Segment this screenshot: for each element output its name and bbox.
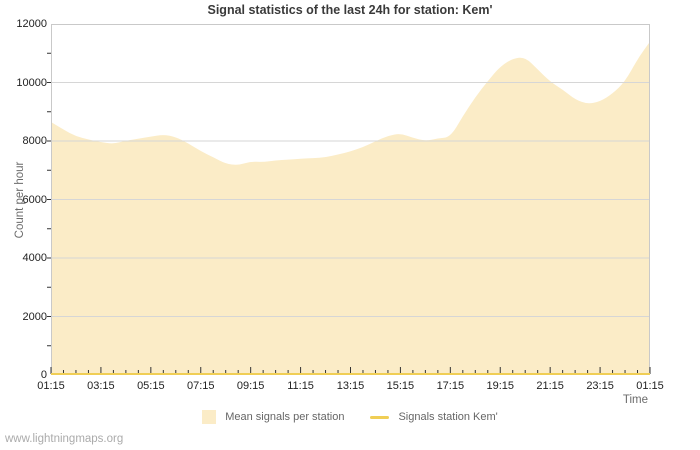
legend-label-station: Signals station Kem' [398,411,498,423]
y-tick-label: 8000 [22,135,47,147]
x-tick-label: 09:15 [236,380,265,392]
mean-signals-area [51,41,650,375]
x-tick-label: 19:15 [486,380,515,392]
y-tick-label: 4000 [22,252,47,264]
legend-swatch-station-line [370,415,390,419]
watermark: www.lightningmaps.org [5,433,124,445]
legend-swatch-mean-area [202,410,217,424]
x-tick-label: 21:15 [536,380,564,392]
x-tick-label: 11:15 [287,380,314,392]
y-tick-label: 6000 [22,193,47,206]
x-tick-label: 01:15 [636,380,664,392]
x-tick-label: 01:15 [37,380,65,392]
plot-area [47,24,651,375]
y-tick-label: 0 [40,369,47,381]
legend: Mean signals per station Signals station… [0,410,700,424]
chart-title: Signal statistics of the last 24h for st… [207,3,493,17]
legend-label-mean: Mean signals per station [225,411,345,423]
x-tick-label: 13:15 [336,380,365,392]
x-tick-label: 23:15 [586,380,614,392]
x-tick-label: 03:15 [87,380,115,392]
x-tick-label: 17:15 [436,380,465,392]
y-tick-label: 12000 [16,18,47,30]
x-tick-label: 07:15 [186,380,215,392]
x-tick-label: 15:15 [386,380,415,392]
y-tick-label: 2000 [22,310,47,323]
x-tick-label: 05:15 [137,380,165,392]
y-tick-label: 10000 [16,76,47,89]
x-axis-title: Time [622,394,648,406]
